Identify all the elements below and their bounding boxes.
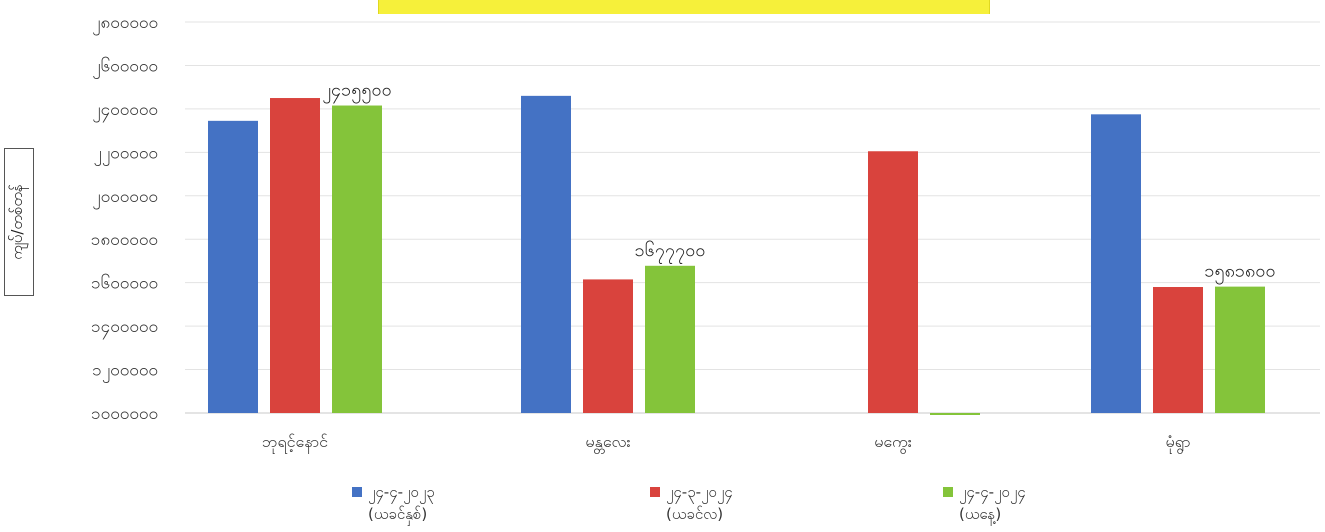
data-label: ၁၆၇၇၇၀၀ [635, 240, 706, 264]
bar [1091, 114, 1141, 413]
legend-label: (ယခင်နှစ်) [368, 505, 427, 526]
y-tick-label: ၂၂၀၀၀၀၀ [93, 143, 158, 166]
bar [583, 279, 633, 413]
legend-swatch [352, 487, 362, 497]
y-tick-label: ၁၈၀၀၀၀၀ [91, 230, 158, 250]
title-highlight-strip [378, 0, 990, 14]
y-tick-label: ၂၀၀၀၀၀၀ [92, 187, 158, 210]
legend-swatch [943, 487, 953, 497]
y-tick-label: ၂၆၀၀၀၀၀ [92, 55, 158, 79]
x-category-label: မန္တလေး [585, 432, 630, 454]
y-tick-label: ၂၈၀၀၀၀၀ [92, 13, 158, 36]
y-tick-label: ၁၀၀၀၀၀၀ [91, 404, 158, 424]
data-label: ၂၄၁၅၅၀၀ [322, 80, 392, 104]
bar [1153, 287, 1203, 413]
legend-label: (ယနေ့) [959, 505, 1001, 526]
bar [270, 98, 320, 414]
y-axis-label-box: ကျပ်/တစ်တန် [4, 148, 34, 296]
y-tick-label: ၁၂၀၀၀၀၀ [92, 361, 158, 384]
x-category-label: မုံရွာ [1166, 432, 1191, 454]
bar [645, 265, 695, 413]
data-label: ၁၅၈၁၈၀၀ [1204, 261, 1275, 285]
y-tick-label: ၁၄၀၀၀၀၀ [91, 317, 158, 340]
bar [930, 413, 980, 415]
bar [868, 151, 918, 413]
bar [1215, 286, 1265, 413]
legend-label: ၂၄-၃-၂၀၂၄ [666, 483, 733, 504]
legend-label: (ယခင်လ) [666, 505, 723, 523]
x-category-label: ဘုရင့်နောင် [262, 432, 328, 454]
bar [521, 95, 571, 413]
legend-label: ၂၄-၄-၂၀၂၃ [368, 483, 435, 504]
legend-label: ၂၄-၄-၂၀၂၄ [959, 483, 1026, 504]
y-tick-label: ၁၆၀၀၀၀၀ [91, 273, 158, 294]
x-category-label: မကွေး [874, 432, 912, 454]
bar [208, 120, 258, 413]
bar [332, 105, 382, 413]
y-tick-label: ၂၄၀၀၀၀၀ [92, 100, 158, 123]
legend-swatch [650, 487, 660, 497]
